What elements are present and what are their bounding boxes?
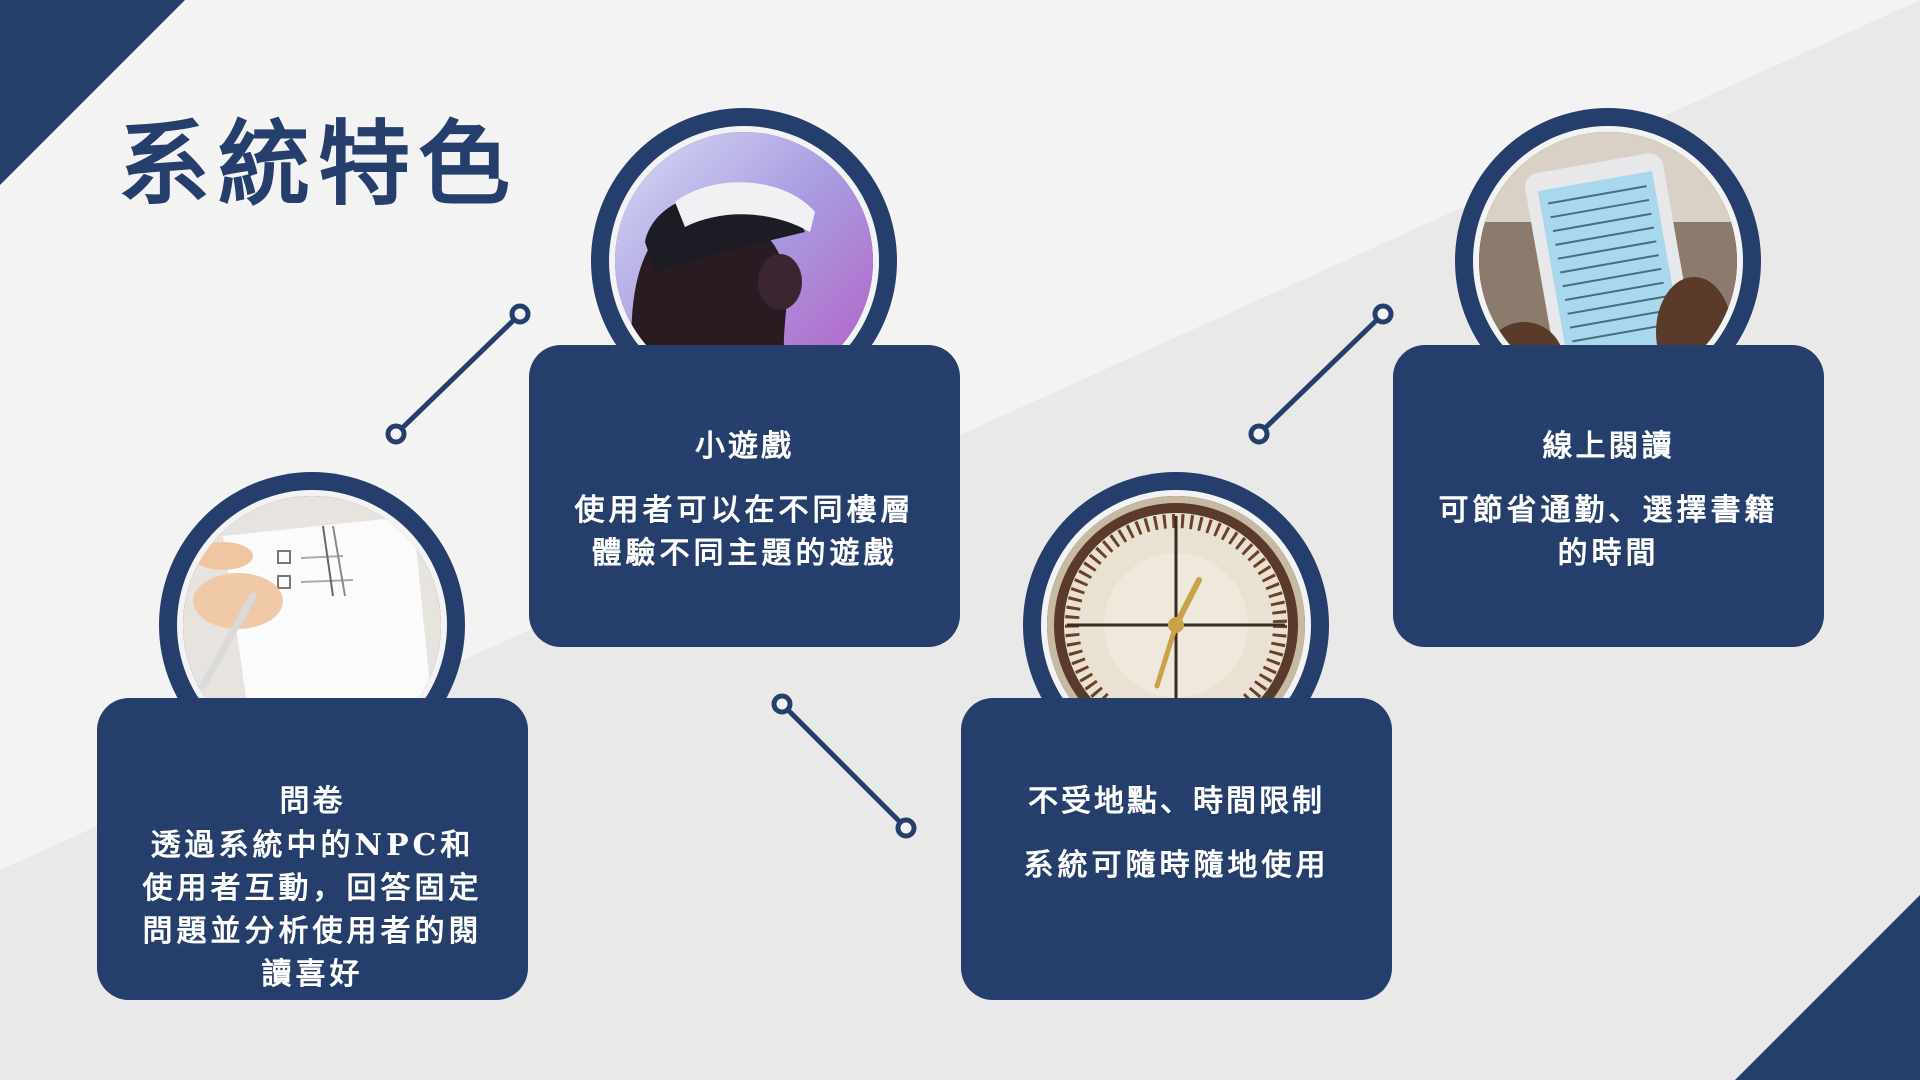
feature-heading: 小遊戲 (695, 429, 794, 464)
corner-triangle-bottom-right (1735, 895, 1920, 1080)
feature-card-anytime-anywhere: 不受地點、時間限制 系統可隨時隨地使用 (961, 698, 1392, 1000)
feature-card-online-reading: 線上閱讀 可節省通勤、選擇書籍的時間 (1393, 345, 1824, 647)
page-title: 系統特色 (118, 110, 519, 218)
feature-description: 可節省通勤、選擇書籍的時間 (1438, 493, 1779, 571)
feature-heading: 不受地點、時間限制 (1028, 784, 1325, 819)
feature-heading: 問卷 (279, 784, 346, 819)
feature-description: 透過系統中的NPC和使用者互動，回答固定問題並分析使用者的閱讀喜好 (142, 828, 483, 992)
feature-card-mini-game: 小遊戲 使用者可以在不同樓層體驗不同主題的遊戲 (529, 345, 960, 647)
feature-heading: 線上閱讀 (1542, 429, 1675, 464)
feature-description: 使用者可以在不同樓層體驗不同主題的遊戲 (574, 493, 915, 571)
corner-triangle-top-left (0, 0, 185, 185)
feature-description: 系統可隨時隨地使用 (1023, 848, 1330, 883)
feature-card-questionnaire: 問卷 透過系統中的NPC和使用者互動，回答固定問題並分析使用者的閱讀喜好 (97, 698, 528, 1000)
